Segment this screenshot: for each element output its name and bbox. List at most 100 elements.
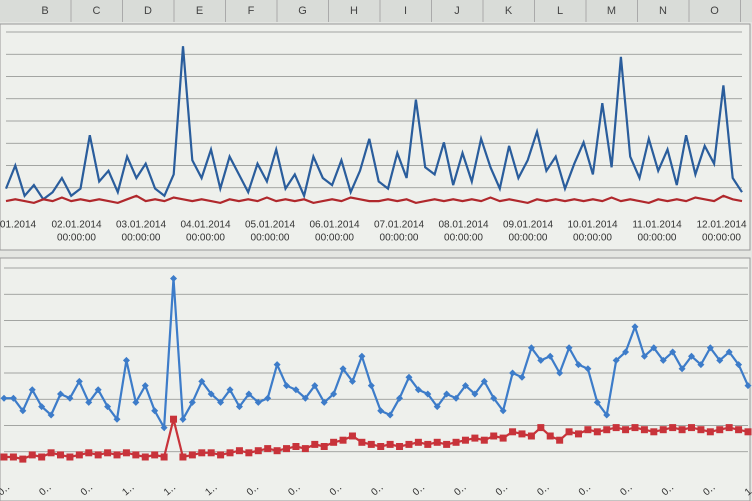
marker xyxy=(593,428,601,436)
marker xyxy=(537,356,545,364)
x-tick-label: 03.01.2014 xyxy=(116,220,166,231)
marker xyxy=(433,403,441,411)
marker xyxy=(631,323,639,331)
marker xyxy=(264,394,272,402)
marker xyxy=(104,403,112,411)
column-header: B xyxy=(41,5,48,17)
series-line xyxy=(4,46,743,201)
marker xyxy=(452,438,460,446)
marker xyxy=(377,407,385,415)
marker xyxy=(273,447,281,455)
marker xyxy=(38,453,46,461)
marker xyxy=(85,449,93,457)
x-tick-label: 08.01.2014 xyxy=(438,220,488,231)
marker xyxy=(669,424,677,432)
x-tick-label: 00:00:00 xyxy=(444,233,483,244)
marker xyxy=(405,440,413,448)
marker xyxy=(735,426,743,434)
x-tick-label: 11.01.2014 xyxy=(632,220,682,231)
column-header-bar xyxy=(0,0,752,22)
marker xyxy=(19,407,27,415)
marker xyxy=(283,445,291,453)
marker xyxy=(622,348,630,356)
marker xyxy=(217,451,225,459)
x-tick-label: 07.01.2014 xyxy=(374,220,424,231)
x-tick-label: 09.01.2014 xyxy=(503,220,553,231)
marker xyxy=(151,451,159,459)
marker xyxy=(433,438,441,446)
marker xyxy=(113,415,121,423)
marker xyxy=(461,382,469,390)
marker xyxy=(697,361,705,369)
marker xyxy=(593,398,601,406)
marker xyxy=(330,390,338,398)
marker xyxy=(396,394,404,402)
marker xyxy=(245,390,253,398)
marker xyxy=(66,453,74,461)
marker xyxy=(170,275,178,282)
x-tick-label: 05.01.2014 xyxy=(245,220,295,231)
marker xyxy=(122,356,130,364)
column-header: M xyxy=(607,5,616,17)
marker xyxy=(622,426,630,434)
x-tick-label: 1‥ xyxy=(743,482,752,498)
marker xyxy=(179,415,187,423)
column-header: K xyxy=(505,5,513,17)
marker xyxy=(358,438,366,446)
column-header: L xyxy=(557,5,563,17)
marker xyxy=(650,344,658,352)
marker xyxy=(584,426,592,434)
marker xyxy=(744,428,752,436)
marker xyxy=(527,344,535,352)
marker xyxy=(414,386,422,394)
marker xyxy=(301,394,309,402)
marker xyxy=(424,390,432,398)
marker xyxy=(443,390,451,398)
marker xyxy=(659,426,667,434)
x-tick-label: 00:00:00 xyxy=(702,233,741,244)
chart-area-top[interactable] xyxy=(0,23,751,251)
x-tick-label: 00:00:00 xyxy=(315,233,354,244)
marker xyxy=(217,398,225,406)
marker xyxy=(104,449,112,457)
series-line xyxy=(5,194,743,205)
marker xyxy=(348,377,356,385)
marker xyxy=(735,361,743,369)
marker xyxy=(28,451,36,459)
marker xyxy=(678,365,686,373)
marker xyxy=(320,443,328,450)
marker xyxy=(499,434,507,442)
marker xyxy=(311,440,319,448)
marker xyxy=(687,352,695,360)
marker xyxy=(348,432,356,440)
chart-area-bottom[interactable] xyxy=(0,257,751,501)
marker xyxy=(141,382,149,390)
marker xyxy=(207,390,215,398)
marker xyxy=(556,436,564,444)
marker xyxy=(414,438,422,446)
marker xyxy=(9,453,17,461)
marker xyxy=(226,386,234,394)
marker xyxy=(490,432,498,440)
marker xyxy=(320,398,328,406)
x-tick-label: 02.01.2014 xyxy=(51,220,101,231)
marker xyxy=(471,390,479,398)
x-tick-label: 00:00:00 xyxy=(57,233,96,244)
marker xyxy=(179,453,187,461)
marker xyxy=(518,430,526,438)
marker xyxy=(556,369,564,377)
marker xyxy=(9,394,17,402)
marker xyxy=(113,451,121,459)
marker xyxy=(659,356,667,364)
marker xyxy=(339,365,347,373)
marker xyxy=(716,356,724,364)
x-tick-label: 00:00:00 xyxy=(186,233,225,244)
marker xyxy=(38,403,46,411)
marker xyxy=(631,424,639,432)
marker xyxy=(424,440,432,448)
x-tick-label: 00:00:00 xyxy=(509,233,548,244)
x-tick-label: 00:00:00 xyxy=(251,233,290,244)
marker xyxy=(151,407,159,415)
marker xyxy=(235,447,243,455)
